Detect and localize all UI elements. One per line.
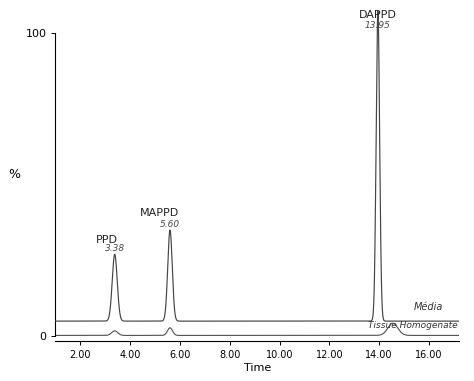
Text: Média: Média xyxy=(414,303,443,312)
X-axis label: Time: Time xyxy=(244,363,271,373)
Text: 5.60: 5.60 xyxy=(160,219,180,229)
Text: MAPPD: MAPPD xyxy=(140,208,179,218)
Text: Tissue Homogenate: Tissue Homogenate xyxy=(368,321,457,330)
Text: 13.95: 13.95 xyxy=(365,21,391,30)
Text: PPD: PPD xyxy=(96,235,118,245)
Text: DAPPD: DAPPD xyxy=(359,11,397,21)
Text: 3.38: 3.38 xyxy=(105,244,125,253)
Y-axis label: %: % xyxy=(9,168,20,181)
